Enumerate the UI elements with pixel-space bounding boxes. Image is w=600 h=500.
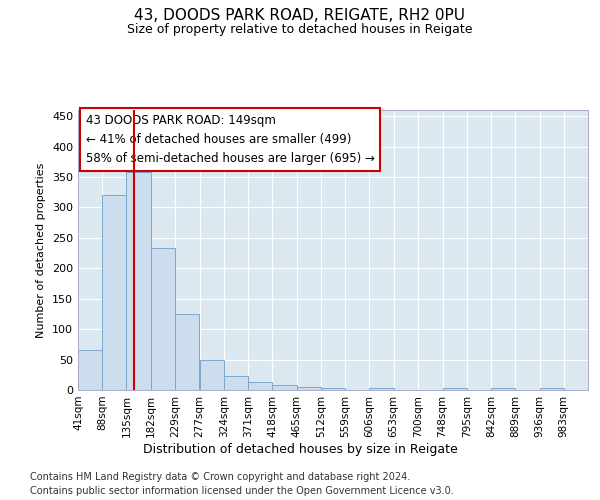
Bar	[321, 388, 345, 390]
Bar	[102, 195, 127, 390]
Bar	[151, 248, 175, 390]
Bar	[491, 388, 515, 390]
Bar	[272, 385, 296, 390]
Bar	[296, 387, 321, 390]
Text: Distribution of detached houses by size in Reigate: Distribution of detached houses by size …	[143, 442, 457, 456]
Text: 43, DOODS PARK ROAD, REIGATE, RH2 0PU: 43, DOODS PARK ROAD, REIGATE, RH2 0PU	[134, 8, 466, 22]
Bar	[78, 350, 102, 390]
Bar	[127, 172, 151, 390]
Y-axis label: Number of detached properties: Number of detached properties	[37, 162, 46, 338]
Text: Size of property relative to detached houses in Reigate: Size of property relative to detached ho…	[127, 22, 473, 36]
Bar	[200, 360, 224, 390]
Text: 43 DOODS PARK ROAD: 149sqm
← 41% of detached houses are smaller (499)
58% of sem: 43 DOODS PARK ROAD: 149sqm ← 41% of deta…	[86, 114, 374, 165]
Bar	[443, 388, 467, 390]
Bar	[248, 382, 272, 390]
Bar	[539, 388, 564, 390]
Text: Contains HM Land Registry data © Crown copyright and database right 2024.: Contains HM Land Registry data © Crown c…	[30, 472, 410, 482]
Text: Contains public sector information licensed under the Open Government Licence v3: Contains public sector information licen…	[30, 486, 454, 496]
Bar	[224, 376, 248, 390]
Bar	[175, 314, 199, 390]
Bar	[370, 388, 394, 390]
